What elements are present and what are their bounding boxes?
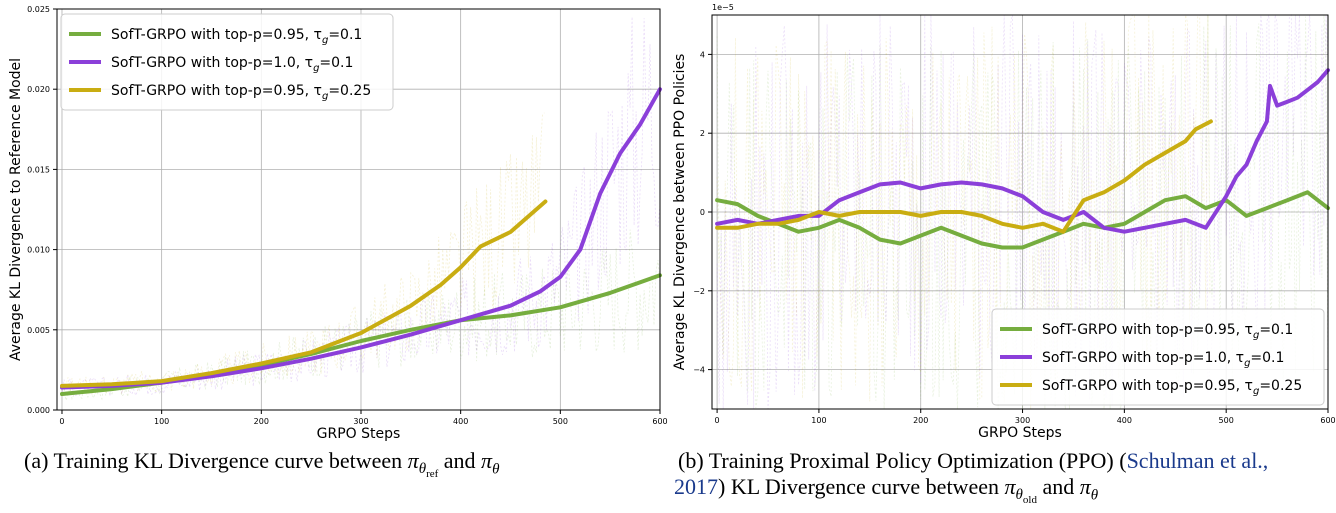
caption-a: (a) Training KL Divergence curve between… xyxy=(24,448,499,487)
chart-panel-a: 0 100 200 300 400 500 600 0.000 0.005 0.010 0.015 0… xyxy=(0,0,668,505)
legend-value: =0.1 xyxy=(1259,322,1293,338)
caption-a-prefix: (a) Training KL Divergence curve between xyxy=(24,448,408,473)
y-tick-label: 0.020 xyxy=(27,85,50,94)
caption-b-pi2: π xyxy=(1079,474,1091,499)
kl-ppo-chart: 0 100 200 300 400 500 600 −4 −2 0 2 4 GRPO Steps Aver… xyxy=(672,3,1336,441)
x-tick-label: 300 xyxy=(353,417,368,426)
legend-subscript: g xyxy=(322,91,328,102)
legend-text: SofT-GRPO with top-p=0.95, τ xyxy=(111,27,322,43)
y-tick-label: 0.010 xyxy=(27,246,50,255)
x-tick-label: 600 xyxy=(652,417,667,426)
x-tick-label: 300 xyxy=(1015,416,1030,425)
legend-text: SofT-GRPO with top-p=1.0, τ xyxy=(1042,350,1244,366)
legend-text: SofT-GRPO with top-p=0.95, τ xyxy=(111,83,322,99)
caption-a-sub2: θ xyxy=(492,461,500,478)
x-tick-label: 0 xyxy=(715,416,720,425)
legend-text: SofT-GRPO with top-p=0.95, τ xyxy=(1042,322,1253,338)
series-line-2 xyxy=(715,119,1213,234)
y-tick-label: −4 xyxy=(693,366,705,375)
citation-link-year[interactable]: 2017 xyxy=(674,474,718,499)
x-tick-label: 100 xyxy=(811,416,826,425)
legend-subscript: g xyxy=(1244,358,1250,369)
caption-a-pi1: π xyxy=(407,448,419,473)
legend-subscript: g xyxy=(1253,386,1259,397)
x-tick-label: 500 xyxy=(1219,416,1234,425)
legend-label-1: SofT-GRPO with top-p=1.0, τg=0.1 xyxy=(111,55,353,74)
legend-box xyxy=(60,13,394,111)
legend-text: SofT-GRPO with top-p=1.0, τ xyxy=(111,55,313,71)
legend-value: =0.1 xyxy=(1250,350,1284,366)
legend: SofT-GRPO with top-p=0.95, τg=0.1SofT-GR… xyxy=(60,13,394,111)
raw-trace-0 xyxy=(61,229,661,402)
series-line-2 xyxy=(60,199,548,388)
legend-subscript: g xyxy=(313,63,319,74)
legend-label-0: SofT-GRPO with top-p=0.95, τg=0.1 xyxy=(1042,322,1293,341)
legend-subscript: g xyxy=(322,35,328,46)
x-tick-label: 400 xyxy=(453,417,468,426)
caption-a-and: and xyxy=(438,448,482,473)
series-line-1 xyxy=(60,87,662,390)
raw-trace-0 xyxy=(716,14,1329,410)
caption-b-prefix: (b) Training Proximal Policy Optimizatio… xyxy=(678,448,1127,473)
x-tick-label: 0 xyxy=(59,417,64,426)
series-line-1 xyxy=(715,68,1330,234)
x-tick-label: 100 xyxy=(154,417,169,426)
legend-label-1: SofT-GRPO with top-p=1.0, τg=0.1 xyxy=(1042,350,1284,369)
caption-b-line2: 2017) KL Divergence curve between πθold … xyxy=(674,474,1098,513)
legend-label-2: SofT-GRPO with top-p=0.95, τg=0.25 xyxy=(111,83,371,102)
series-line-0 xyxy=(715,190,1330,250)
legend-text: SofT-GRPO with top-p=0.95, τ xyxy=(1042,378,1253,394)
y-tick-label: 0.015 xyxy=(27,165,50,174)
legend-value: =0.25 xyxy=(328,83,371,99)
caption-a-sub1: θ xyxy=(418,461,427,478)
y-axis-label: Average KL Divergence between PPO Polici… xyxy=(672,54,688,371)
y-tick-label: 4 xyxy=(700,50,705,59)
raw-trace-2 xyxy=(61,112,545,396)
x-tick-label: 400 xyxy=(1117,416,1132,425)
legend-subscript: g xyxy=(1253,330,1259,341)
y-tick-label: 0 xyxy=(700,208,705,217)
caption-b-line1: (b) Training Proximal Policy Optimizatio… xyxy=(678,448,1268,474)
caption-a-pi2: π xyxy=(481,448,493,473)
legend-value: =0.1 xyxy=(328,27,362,43)
citation-link-author[interactable]: Schulman et al., xyxy=(1126,448,1269,473)
caption-b-sub2: θ xyxy=(1090,487,1099,504)
kl-reference-chart: 0 100 200 300 400 500 600 0.000 0.005 0.010 0.015 0… xyxy=(8,5,668,442)
legend-value: =0.25 xyxy=(1259,378,1302,394)
legend: SofT-GRPO with top-p=0.95, τg=0.1SofT-GR… xyxy=(991,308,1325,406)
legend-box xyxy=(991,308,1325,406)
x-tick-label: 200 xyxy=(254,417,269,426)
caption-b-subsub1: old xyxy=(1022,494,1037,507)
y-axis-label: Average KL Divergence to Reference Model xyxy=(8,58,24,361)
x-axis-label: GRPO Steps xyxy=(978,425,1062,441)
offset-text: 1e−5 xyxy=(712,3,734,12)
caption-b-mid: ) KL Divergence curve between xyxy=(718,474,1005,499)
y-tick-label: 2 xyxy=(700,129,705,138)
y-tick-label: 0.000 xyxy=(27,406,50,415)
x-tick-label: 500 xyxy=(553,417,568,426)
legend-label-0: SofT-GRPO with top-p=0.95, τg=0.1 xyxy=(111,27,362,46)
y-tick-label: 0.025 xyxy=(27,5,50,14)
y-tick-label: −2 xyxy=(693,287,705,296)
x-axis-label: GRPO Steps xyxy=(317,426,401,442)
caption-b-and: and xyxy=(1036,474,1080,499)
legend-label-2: SofT-GRPO with top-p=0.95, τg=0.25 xyxy=(1042,378,1302,397)
plot-frame xyxy=(56,8,661,411)
chart-panel-b: 0 100 200 300 400 500 600 −4 −2 0 2 4 GRPO Steps Aver… xyxy=(668,0,1336,505)
y-tick-label: 0.005 xyxy=(27,326,50,335)
caption-a-subsub1: ref xyxy=(426,468,439,481)
x-tick-label: 200 xyxy=(913,416,928,425)
x-tick-label: 600 xyxy=(1320,416,1335,425)
caption-b-sub1: θ xyxy=(1015,487,1023,504)
raw-trace-1 xyxy=(61,16,661,397)
legend-value: =0.1 xyxy=(319,55,353,71)
caption-b-pi1: π xyxy=(1004,474,1016,499)
